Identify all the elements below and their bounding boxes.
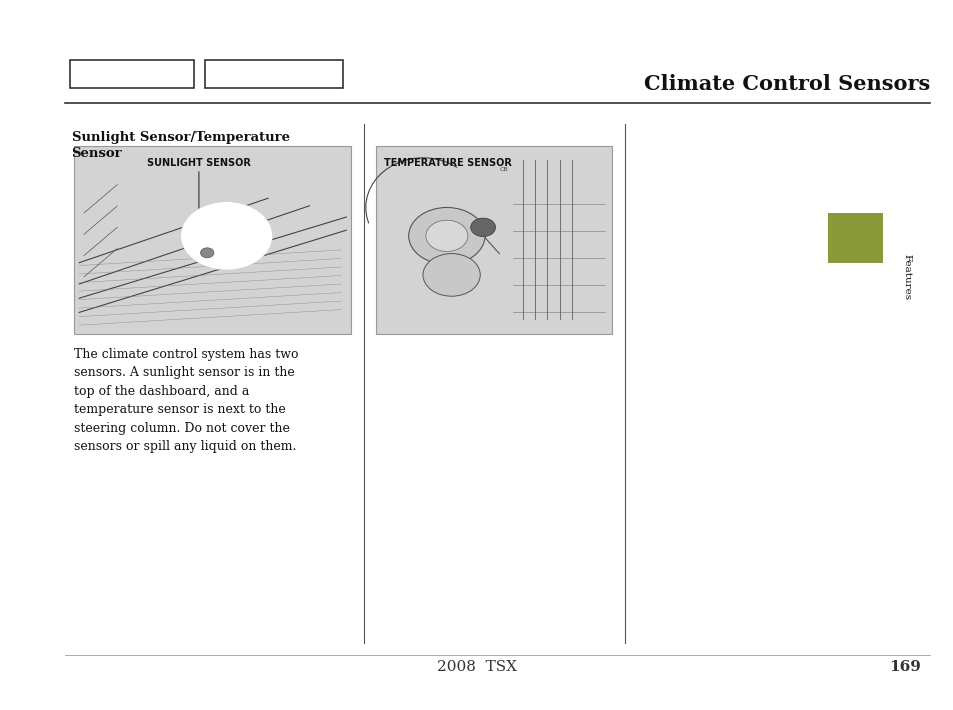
Text: Features: Features [902,254,910,300]
Text: TEMPERATURE SENSOR: TEMPERATURE SENSOR [383,158,511,168]
Text: Sunlight Sensor/Temperature
Sensor: Sunlight Sensor/Temperature Sensor [71,131,290,160]
Text: The climate control system has two
sensors. A sunlight sensor is in the
top of t: The climate control system has two senso… [74,348,298,454]
Circle shape [180,202,273,270]
Text: Climate Control Sensors: Climate Control Sensors [643,74,929,94]
Bar [70,60,193,88]
Circle shape [422,253,479,296]
Bar [375,146,612,334]
Bar [205,60,343,88]
Bar [827,213,882,263]
Text: SUNLIGHT SENSOR: SUNLIGHT SENSOR [147,158,251,168]
Text: 2008  TSX: 2008 TSX [436,660,517,674]
Circle shape [470,218,495,236]
Bar [74,146,351,334]
Text: 169: 169 [888,660,920,674]
Text: CB: CB [498,167,507,172]
Circle shape [408,207,484,264]
Circle shape [200,248,213,258]
Circle shape [425,220,467,251]
